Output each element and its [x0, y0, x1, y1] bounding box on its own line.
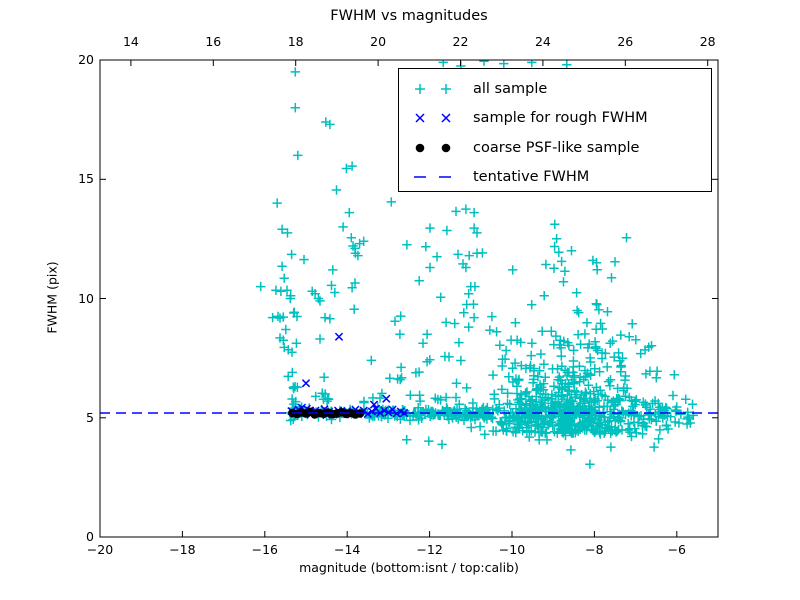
legend-label: tentative FWHM	[473, 169, 590, 186]
legend-entry-tentative-fwhm: tentative FWHM	[399, 163, 711, 193]
y-tick-label: 20	[78, 52, 94, 67]
x-tick-label: −12	[416, 542, 443, 557]
plot-title: FWHM vs magnitudes	[330, 8, 488, 24]
dashed-line-icon	[414, 176, 451, 179]
x-tick-label: −16	[251, 542, 278, 557]
x-marker-icon	[415, 113, 451, 123]
plot-data-layer	[100, 60, 718, 469]
x-tick-label: −18	[169, 542, 196, 557]
series-all-sample	[256, 60, 698, 469]
y-tick-label: 10	[78, 290, 94, 306]
top-tick-label: 20	[370, 34, 387, 49]
x-axis-label: magnitude (bottom:isnt / top:calib)	[299, 560, 519, 575]
tick-marks	[99, 59, 718, 538]
legend: all sample sample for rough FWHM coarse …	[398, 68, 712, 192]
x-tick-label: −10	[498, 542, 526, 557]
top-tick-label: 26	[617, 34, 634, 49]
top-tick-label: 18	[287, 34, 304, 49]
dot-marker-icon	[415, 143, 451, 153]
legend-label: all sample	[473, 80, 548, 97]
y-tick-label: 15	[78, 171, 94, 187]
y-axis-label: FWHM (pix)	[44, 261, 60, 334]
top-tick-label: 22	[452, 34, 469, 49]
y-tick-label: 0	[86, 529, 94, 544]
top-tick-label: 14	[122, 34, 139, 49]
legend-entry-coarse-psf: coarse PSF-like sample	[399, 133, 711, 163]
legend-entry-rough-fwhm: sample for rough FWHM	[399, 104, 711, 134]
top-tick-label: 24	[534, 34, 551, 49]
top-tick-label: 16	[205, 34, 222, 49]
legend-label: coarse PSF-like sample	[473, 139, 640, 156]
y-tick-label: 5	[86, 409, 94, 425]
x-tick-label: −14	[333, 542, 361, 557]
x-tick-label: −6	[667, 542, 687, 557]
plus-marker-icon	[415, 83, 451, 94]
top-tick-label: 28	[699, 34, 716, 49]
legend-entry-all-sample: all sample	[399, 74, 711, 104]
legend-label: sample for rough FWHM	[473, 110, 648, 127]
x-tick-label: −20	[86, 542, 114, 557]
x-tick-label: −8	[585, 542, 604, 557]
